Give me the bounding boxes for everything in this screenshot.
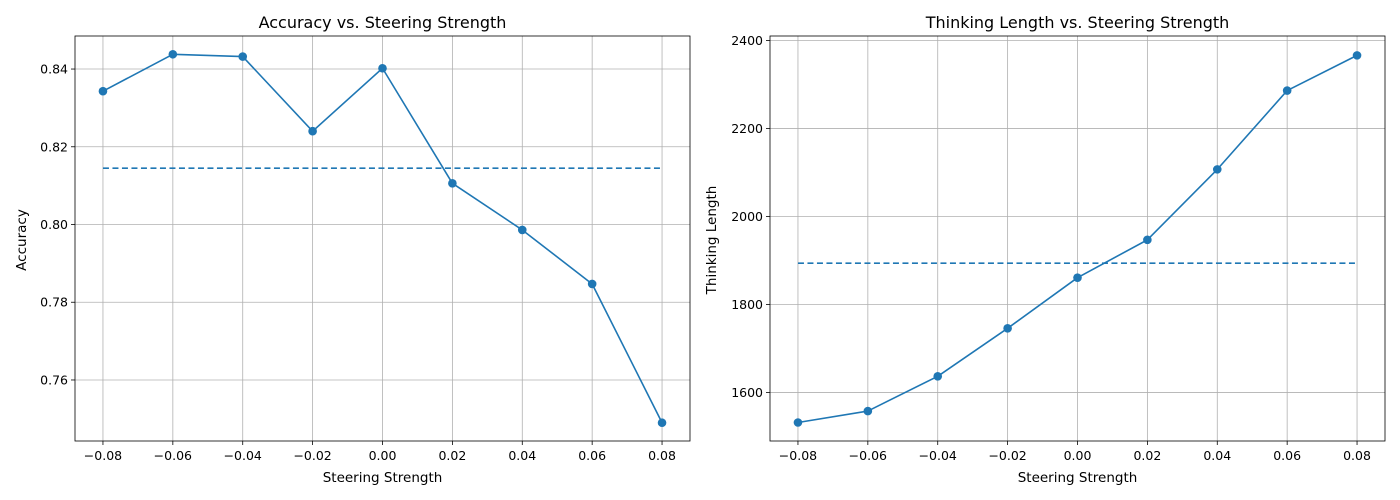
- accuracy-grid: [75, 36, 690, 441]
- thinking-length-x-tick-label: 0.04: [1203, 448, 1231, 463]
- accuracy-x-tick-label: −0.08: [84, 448, 122, 463]
- thinking-length-x-tick-label: −0.02: [988, 448, 1026, 463]
- thinking-length-data-point: [1143, 235, 1152, 245]
- thinking-length-ticks: −0.08 −0.06 −0.04 −0.02 0.00 0.02 0.04 0.06 0.08…: [731, 33, 1371, 463]
- accuracy-ticks: −0.08 −0.06 −0.04 −0.02 0.00 0.02 0.04 0.06 0.08…: [40, 62, 676, 463]
- accuracy-y-tick-label: 0.84: [40, 62, 68, 77]
- accuracy-x-axis-label: Steering Strength: [323, 470, 443, 486]
- accuracy-y-tick-label: 0.82: [40, 139, 68, 154]
- thinking-length-x-axis-label: Steering Strength: [1018, 470, 1138, 486]
- thinking-length-data-point: [1282, 86, 1292, 95]
- thinking-length-x-tick-label: 0.06: [1273, 448, 1301, 463]
- accuracy-x-tick-label: 0.00: [369, 448, 397, 463]
- thinking-length-y-tick-label: 2400: [731, 33, 763, 48]
- accuracy-y-tick-label: 0.76: [40, 372, 68, 387]
- thinking-length-data-point: [933, 371, 943, 381]
- accuracy-data-point: [308, 126, 317, 136]
- accuracy-data-point: [448, 179, 457, 188]
- thinking-length-data-point: [863, 406, 873, 416]
- accuracy-data-point: [517, 225, 527, 235]
- thinking-length-x-tick-label: −0.04: [919, 448, 957, 463]
- thinking-length-x-tick-label: 0.02: [1133, 448, 1161, 463]
- thinking-length-data-point: [1352, 51, 1362, 60]
- thinking-length-grid: [770, 36, 1385, 441]
- thinking-length-x-tick-label: 0.08: [1343, 448, 1371, 463]
- accuracy-y-tick-label: 0.78: [40, 295, 68, 310]
- thinking-length-x-tick-label: 0.00: [1064, 448, 1092, 463]
- accuracy-data-point: [378, 63, 387, 73]
- thinking-length-y-tick-label: 1600: [731, 385, 763, 400]
- thinking-length-data-point: [793, 418, 803, 427]
- thinking-length-y-axis-label: Thinking Length: [704, 186, 720, 296]
- accuracy-data-point: [238, 52, 248, 61]
- accuracy-x-tick-label: −0.02: [293, 448, 331, 463]
- accuracy-y-axis-label: Accuracy: [14, 209, 30, 271]
- thinking-length-data-point: [1212, 165, 1222, 174]
- accuracy-x-tick-label: 0.04: [508, 448, 536, 463]
- thinking-length-chart-title: Thinking Length vs. Steering Strength: [925, 13, 1230, 32]
- accuracy-data-point: [98, 86, 108, 96]
- accuracy-x-tick-label: 0.08: [648, 448, 676, 463]
- accuracy-y-tick-label: 0.80: [40, 217, 68, 232]
- thinking-length-y-tick-label: 2000: [731, 209, 763, 224]
- thinking-length-x-tick-label: −0.08: [779, 448, 817, 463]
- accuracy-x-tick-label: 0.02: [438, 448, 466, 463]
- accuracy-data-point: [657, 418, 667, 428]
- thinking-length-y-tick-label: 1800: [731, 297, 763, 312]
- thinking-length-data-point: [1003, 324, 1012, 333]
- accuracy-data-point: [168, 49, 178, 59]
- thinking-length-y-tick-label: 2200: [731, 121, 763, 136]
- accuracy-chart: Accuracy vs. Steering Strength Steering …: [14, 13, 691, 486]
- accuracy-x-tick-label: 0.06: [578, 448, 606, 463]
- thinking-length-data-point: [1073, 273, 1082, 282]
- thinking-length-x-tick-label: −0.06: [849, 448, 887, 463]
- accuracy-x-tick-label: −0.06: [154, 448, 192, 463]
- accuracy-data-point: [587, 279, 597, 289]
- accuracy-x-tick-label: −0.04: [224, 448, 262, 463]
- accuracy-chart-title: Accuracy vs. Steering Strength: [259, 13, 507, 32]
- thinking-length-chart: Thinking Length vs. Steering Strength St…: [704, 13, 1386, 486]
